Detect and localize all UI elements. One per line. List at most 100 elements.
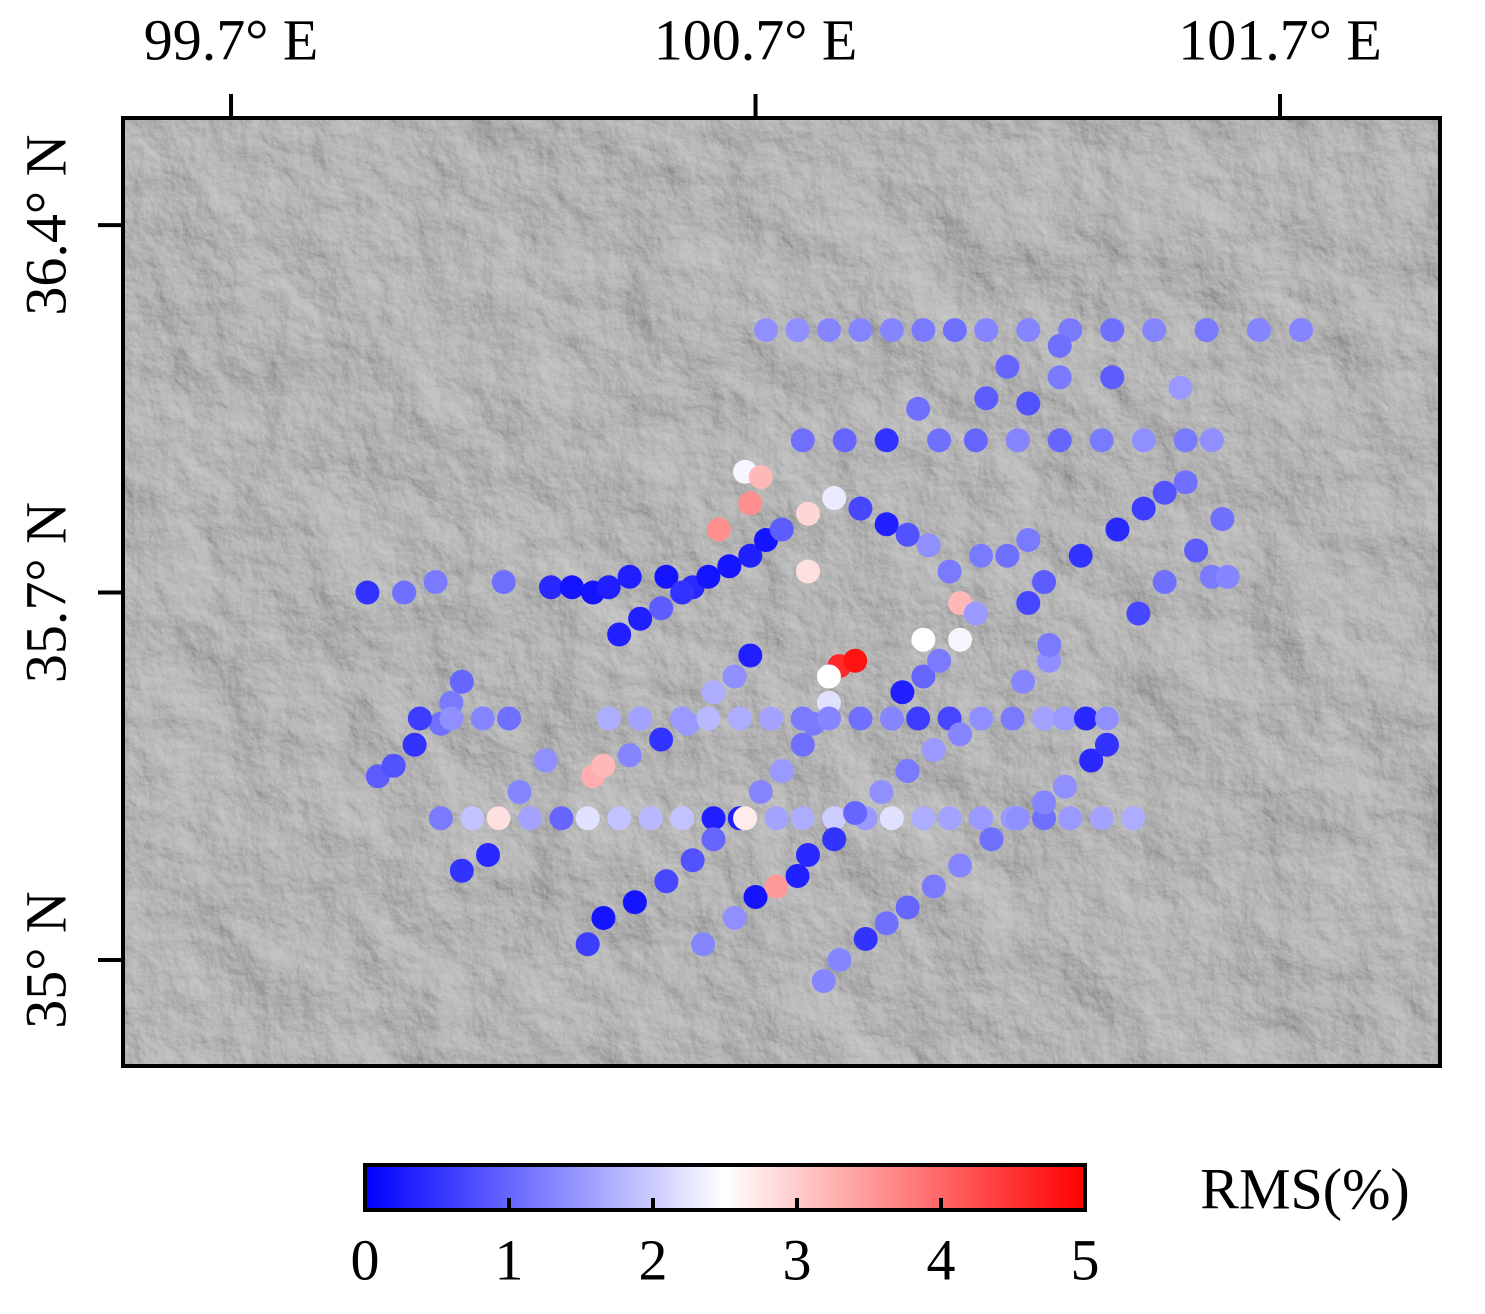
sample-point: [895, 895, 920, 920]
sample-point: [974, 318, 999, 343]
sample-point: [1032, 570, 1057, 595]
sample-point: [670, 806, 695, 831]
sample-point: [1094, 732, 1119, 757]
sample-point: [895, 522, 920, 547]
sample-point: [701, 806, 726, 831]
sample-point: [381, 753, 406, 778]
sample-point: [1016, 391, 1041, 416]
sample-point: [911, 318, 936, 343]
sample-point: [790, 428, 815, 453]
sample-point: [1037, 633, 1062, 658]
sample-point: [1100, 365, 1125, 390]
sample-point: [423, 570, 448, 595]
sample-point: [1052, 774, 1077, 799]
colorbar-tick-label: 0: [351, 1227, 380, 1292]
sample-point: [727, 706, 752, 731]
sample-point: [722, 905, 747, 930]
sample-point: [816, 664, 841, 689]
sample-point: [937, 806, 962, 831]
sample-point: [1016, 591, 1041, 616]
sample-point: [402, 732, 427, 757]
sample-point: [607, 622, 632, 647]
sample-point: [743, 884, 768, 909]
sample-point: [1194, 318, 1219, 343]
sample-point: [848, 496, 873, 521]
y-tick-label: 35.7° N: [13, 502, 78, 683]
sample-point: [738, 543, 763, 568]
sample-point: [1047, 365, 1072, 390]
sample-point: [948, 627, 973, 652]
sample-point: [769, 517, 794, 542]
sample-point: [869, 779, 894, 804]
sample-point: [843, 800, 868, 825]
sample-point: [449, 858, 474, 883]
sample-point: [1073, 706, 1098, 731]
colorbar-tick-label: 2: [639, 1227, 668, 1292]
sample-point: [575, 806, 600, 831]
sample-point: [628, 606, 653, 631]
sample-point: [795, 501, 820, 526]
sample-point: [722, 664, 747, 689]
sample-point: [748, 465, 773, 490]
sample-point: [969, 706, 994, 731]
sample-point: [1032, 790, 1057, 815]
sample-point: [1210, 507, 1235, 532]
sample-point: [439, 706, 464, 731]
sample-point: [1094, 706, 1119, 731]
sample-point: [491, 570, 516, 595]
sample-point: [1089, 806, 1114, 831]
sample-point: [874, 512, 899, 537]
sample-point: [759, 706, 784, 731]
sample-point: [1058, 806, 1083, 831]
sample-point: [617, 743, 642, 768]
sample-point: [1142, 318, 1167, 343]
sample-point: [879, 806, 904, 831]
sample-point: [670, 580, 695, 605]
sample-point: [790, 732, 815, 757]
sample-point: [355, 580, 380, 605]
sample-point: [974, 386, 999, 411]
sample-point: [497, 706, 522, 731]
sample-point: [407, 706, 432, 731]
sample-point: [827, 947, 852, 972]
sample-point: [392, 580, 417, 605]
sample-point: [911, 664, 936, 689]
sample-point: [1247, 318, 1272, 343]
sample-point: [963, 428, 988, 453]
points-layer: [355, 318, 1314, 993]
sample-point: [1121, 806, 1146, 831]
sample-point: [649, 596, 674, 621]
sample-point: [979, 827, 1004, 852]
sample-point: [706, 517, 731, 542]
sample-point: [596, 575, 621, 600]
sample-point: [1016, 318, 1041, 343]
sample-point: [533, 748, 558, 773]
sample-point: [507, 779, 532, 804]
sample-point: [654, 869, 679, 894]
sample-point: [911, 806, 936, 831]
sample-point: [895, 758, 920, 783]
hillshade-tone: [123, 118, 1440, 1066]
colorbar-tick-label: 1: [495, 1227, 524, 1292]
sample-point: [486, 806, 511, 831]
sample-point: [906, 396, 931, 421]
sample-point: [795, 842, 820, 867]
sample-point: [591, 905, 616, 930]
sample-point: [1184, 538, 1209, 563]
sample-point: [1105, 517, 1130, 542]
sample-point: [1032, 706, 1057, 731]
sample-point: [811, 968, 836, 993]
y-tick-label: 36.4° N: [13, 135, 78, 316]
sample-point: [790, 706, 815, 731]
sample-point: [607, 806, 632, 831]
sample-point: [701, 827, 726, 852]
sample-point: [785, 318, 810, 343]
sample-point: [1199, 428, 1224, 453]
sample-point: [816, 706, 841, 731]
colorbar-label: RMS(%): [1200, 1156, 1409, 1221]
sample-point: [1000, 706, 1025, 731]
sample-point: [1152, 480, 1177, 505]
sample-point: [596, 706, 621, 731]
colorbar: [363, 1163, 1087, 1212]
sample-point: [927, 648, 952, 673]
